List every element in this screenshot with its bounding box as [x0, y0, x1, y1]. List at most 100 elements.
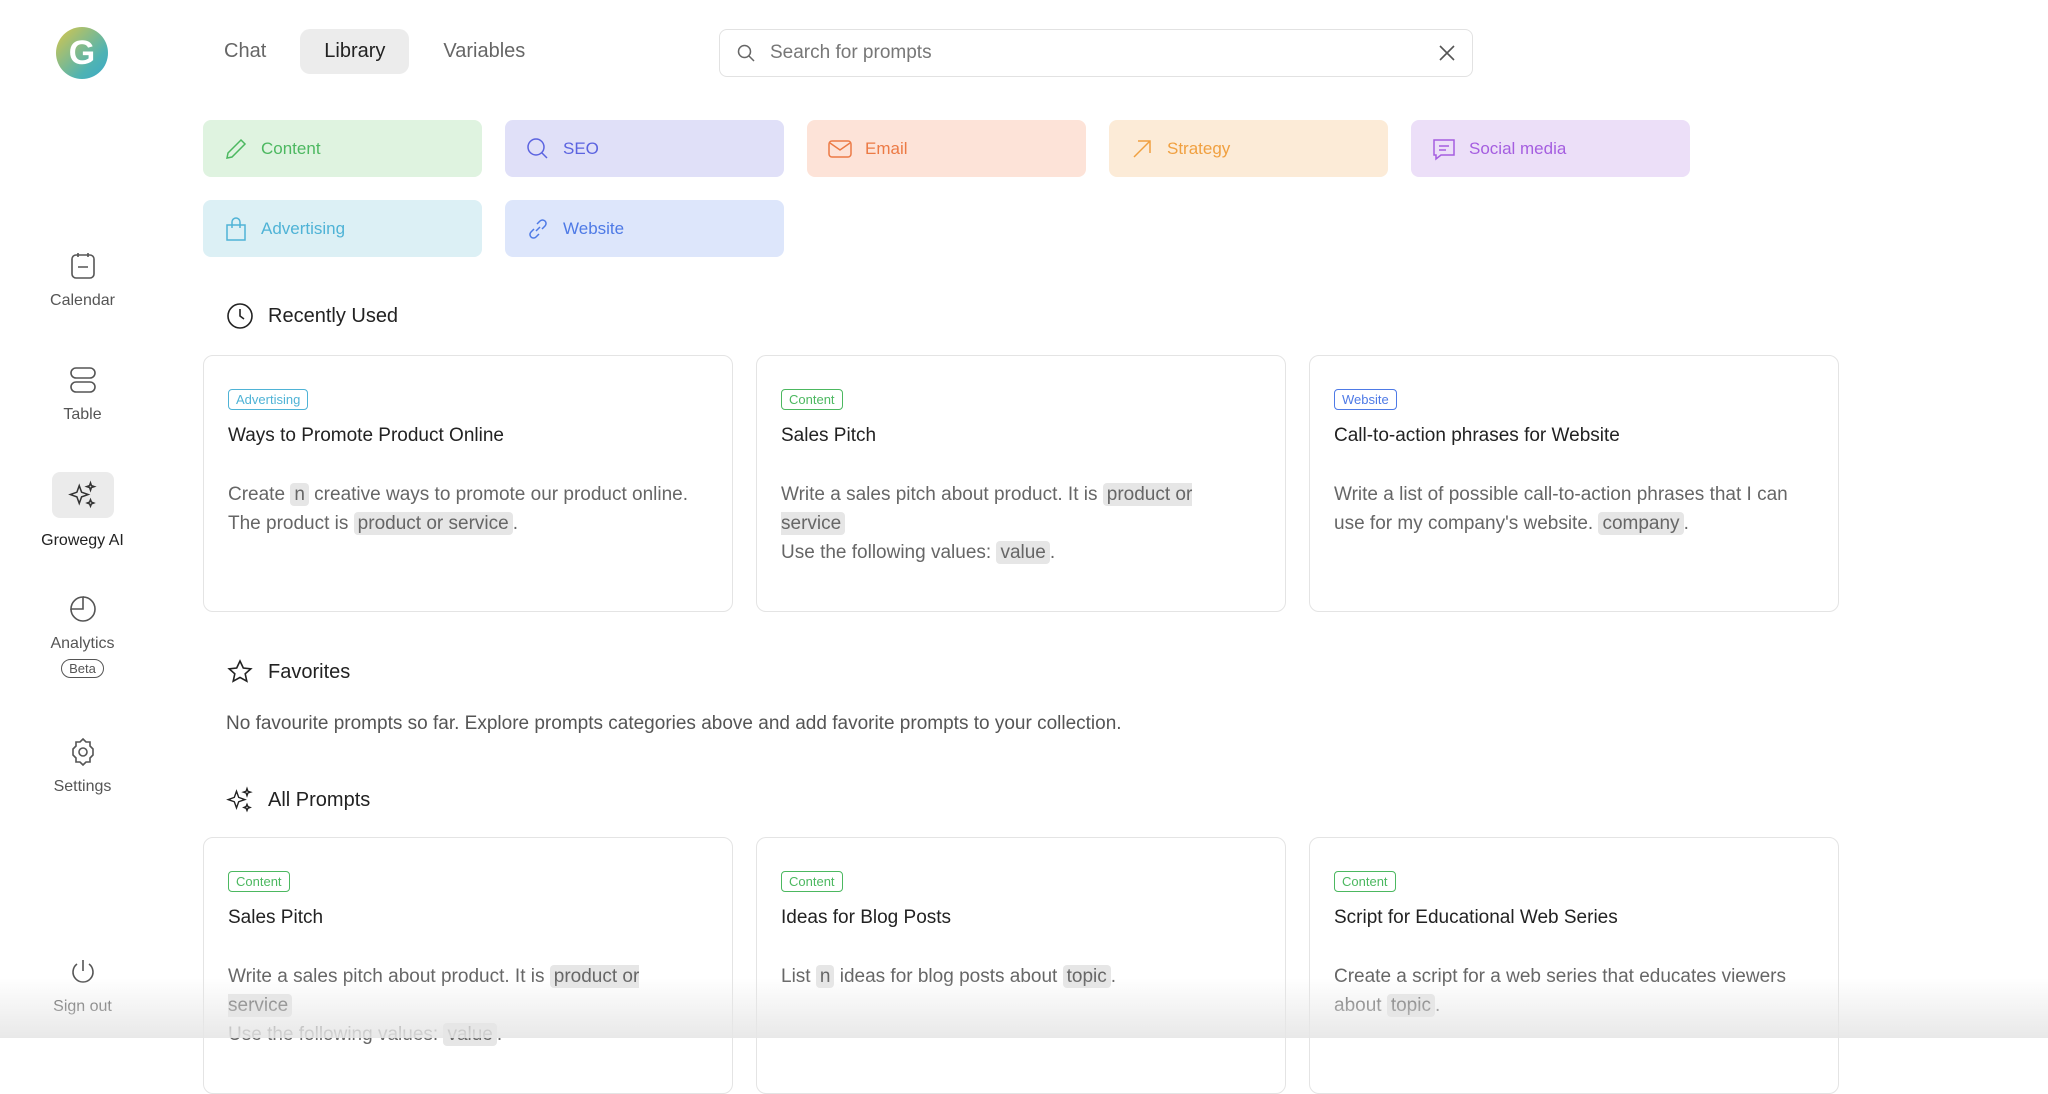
- search-icon: [737, 44, 755, 62]
- category-website[interactable]: Website: [505, 200, 784, 257]
- variable-chip: topic: [1062, 965, 1111, 988]
- category-label: SEO: [563, 138, 599, 158]
- body-text: Create: [228, 484, 291, 505]
- prompt-card[interactable]: Content Ideas for Blog Posts List n ideas …: [756, 837, 1286, 1094]
- category-badge: Content: [781, 389, 843, 410]
- variable-chip: product or service: [353, 512, 513, 535]
- category-badge: Advertising: [228, 389, 309, 410]
- body-text: .: [1434, 995, 1441, 1016]
- sidebar-item-analytics[interactable]: Analytics Beta: [0, 593, 165, 678]
- category-grid: Content SEO Email Strategy Social media Adver…: [203, 120, 1703, 257]
- calendar-icon: [70, 253, 95, 279]
- category-label: Content: [261, 138, 321, 158]
- category-content[interactable]: Content: [203, 120, 482, 177]
- variable-chip: value: [443, 1023, 497, 1046]
- sidebar-item-growegy-ai[interactable]: Growegy AI: [0, 472, 165, 550]
- recently-used-heading: Recently Used: [226, 302, 398, 330]
- search-icon: [527, 137, 548, 159]
- sidebar-label: Settings: [53, 778, 112, 795]
- body-text: List: [781, 966, 816, 987]
- pie-chart-icon: [69, 596, 96, 622]
- body-text: Write a list of possible call-to-action …: [1334, 484, 1788, 534]
- card-title: Sales Pitch: [781, 425, 877, 446]
- shopping-bag-icon: [226, 216, 246, 241]
- body-text: Use the following values:: [228, 1024, 444, 1045]
- variable-chip: value: [996, 541, 1050, 564]
- category-email[interactable]: Email: [807, 120, 1086, 177]
- card-title: Call-to-action phrases for Website: [1334, 425, 1620, 446]
- category-badge: Website: [1334, 389, 1397, 410]
- sidebar-item-calendar[interactable]: Calendar: [0, 250, 165, 310]
- sidebar-label: Calendar: [50, 292, 115, 309]
- body-text: Use the following values:: [781, 542, 997, 563]
- message-icon: [1433, 138, 1455, 161]
- card-body: Create n creative ways to promote our pr…: [228, 480, 708, 538]
- variable-chip: n: [815, 965, 835, 988]
- body-text: .: [1683, 513, 1689, 534]
- body-text: Write a sales pitch about product. It is: [781, 484, 1103, 505]
- category-strategy[interactable]: Strategy: [1109, 120, 1388, 177]
- section-title: Favorites: [268, 660, 351, 683]
- section-title: Recently Used: [268, 304, 399, 327]
- category-badge: Content: [228, 871, 290, 892]
- body-text: Write a sales pitch about product. It is: [228, 966, 550, 987]
- sidebar-label: Growegy AI: [41, 532, 124, 549]
- all-prompts-heading: All Prompts: [226, 786, 370, 814]
- sidebar: G Calendar Table Growegy AI Analytics Be…: [0, 0, 165, 1038]
- beta-badge: Beta: [61, 659, 104, 678]
- clock-icon: [227, 303, 253, 329]
- card-body: Write a sales pitch about product. It is…: [781, 480, 1261, 567]
- category-label: Social media: [1469, 138, 1567, 158]
- card-title: Script for Educational Web Series: [1334, 907, 1618, 928]
- section-title: All Prompts: [268, 788, 371, 811]
- category-badge: Content: [781, 871, 843, 892]
- tab-variables[interactable]: Variables: [443, 40, 526, 62]
- category-label: Advertising: [261, 218, 346, 238]
- body-text: .: [496, 1024, 503, 1045]
- body-text: .: [512, 513, 518, 534]
- variable-chip: topic: [1386, 994, 1435, 1017]
- pencil-icon: [226, 138, 247, 159]
- search-bar: [719, 29, 1473, 77]
- app-logo[interactable]: G: [56, 27, 108, 79]
- category-advertising[interactable]: Advertising: [203, 200, 482, 257]
- arrow-up-right-icon: [1133, 139, 1151, 158]
- favorites-empty-text: No favourite prompts so far. Explore pro…: [226, 713, 1122, 734]
- prompt-card[interactable]: Content Script for Educational Web Series…: [1309, 837, 1839, 1094]
- top-tabs: Chat Library Variables: [200, 29, 549, 74]
- recent-cards: Advertising Ways to Promote Product Onlin…: [203, 355, 1839, 612]
- tab-library[interactable]: Library: [300, 29, 410, 74]
- sidebar-label: Sign out: [53, 998, 112, 1015]
- card-title: Sales Pitch: [228, 907, 324, 928]
- prompt-card[interactable]: Website Call-to-action phrases for Websit…: [1309, 355, 1839, 612]
- category-label: Website: [563, 218, 625, 238]
- card-body: Write a sales pitch about product. It is…: [228, 962, 708, 1049]
- prompt-card[interactable]: Content Sales Pitch Write a sales pitch ab…: [756, 355, 1286, 612]
- all-prompt-cards: Content Sales Pitch Write a sales pitch ab…: [203, 837, 1839, 1094]
- category-label: Email: [865, 138, 908, 158]
- prompt-card[interactable]: Content Sales Pitch Write a sales pitch ab…: [203, 837, 733, 1094]
- search-input[interactable]: [770, 42, 1438, 64]
- table-icon: [69, 367, 96, 393]
- card-title: Ways to Promote Product Online: [228, 425, 504, 446]
- mail-icon: [828, 139, 852, 158]
- tab-chat[interactable]: Chat: [224, 40, 267, 62]
- sidebar-item-sign-out[interactable]: Sign out: [0, 956, 165, 1016]
- category-social-media[interactable]: Social media: [1411, 120, 1690, 177]
- body-text: creative ways to promote our product onl…: [228, 484, 689, 534]
- sidebar-item-settings[interactable]: Settings: [0, 736, 165, 796]
- variable-chip: company: [1598, 512, 1684, 535]
- card-body: Write a list of possible call-to-action …: [1334, 480, 1814, 538]
- sidebar-label: Analytics: [50, 635, 115, 652]
- body-text: ideas for blog posts about: [834, 966, 1063, 987]
- category-seo[interactable]: SEO: [505, 120, 784, 177]
- sidebar-item-table[interactable]: Table: [0, 364, 165, 424]
- gear-icon: [71, 737, 94, 767]
- sparkles-icon: [226, 786, 253, 813]
- sidebar-label: Table: [63, 406, 102, 423]
- close-icon[interactable]: [1438, 44, 1456, 62]
- star-icon: [227, 659, 253, 683]
- prompt-card[interactable]: Advertising Ways to Promote Product Onlin…: [203, 355, 733, 612]
- card-title: Ideas for Blog Posts: [781, 907, 952, 928]
- power-icon: [71, 960, 94, 983]
